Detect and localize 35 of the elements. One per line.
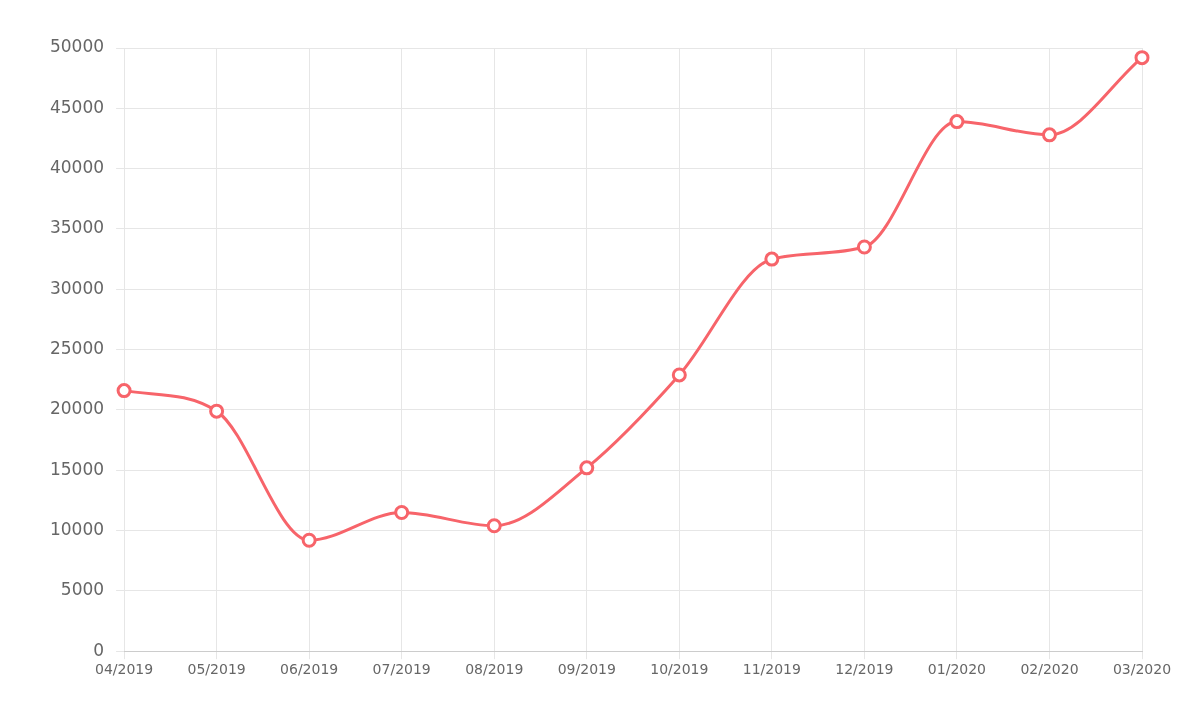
x-tick-label: 01/2020 [927,661,987,678]
x-tick-label: 05/2019 [187,661,246,678]
point [764,251,780,267]
point [1134,50,1150,66]
y-tick-label: 40000 [49,157,105,178]
y-tick-label: 15000 [49,458,105,479]
point [579,460,595,476]
x-tick-label: 08/2019 [465,661,524,678]
x-tick-label: 02/2020 [1020,661,1079,678]
point [856,239,872,255]
point [1041,127,1057,143]
point [209,403,225,419]
point [671,367,687,383]
y-tick-label: 30000 [49,277,105,298]
y-tick-label: 5000 [60,579,105,600]
point [394,504,410,520]
x-tick-label: 03/2020 [1112,661,1172,678]
x-tick-label: 06/2019 [280,661,339,678]
y-tick-label: 45000 [49,96,105,117]
point [116,383,132,399]
x-tick-label: 07/2019 [372,661,431,678]
x-tick-label: 11/2019 [742,661,801,678]
x-tick-label: 10/2019 [650,661,709,678]
y-tick-label: 20000 [49,398,105,419]
y-tick-label: 50000 [49,36,105,57]
y-tick-label: 0 [93,639,105,660]
point [486,518,502,534]
x-tick-label: 09/2019 [557,661,616,678]
x-tick-label: 04/2019 [94,661,154,678]
point [301,532,317,548]
y-tick-label: 25000 [49,338,105,359]
x-tick-label: 12/2019 [835,661,894,678]
point [949,114,965,130]
y-tick-label: 35000 [49,217,105,238]
y-tick-label: 10000 [49,518,105,539]
